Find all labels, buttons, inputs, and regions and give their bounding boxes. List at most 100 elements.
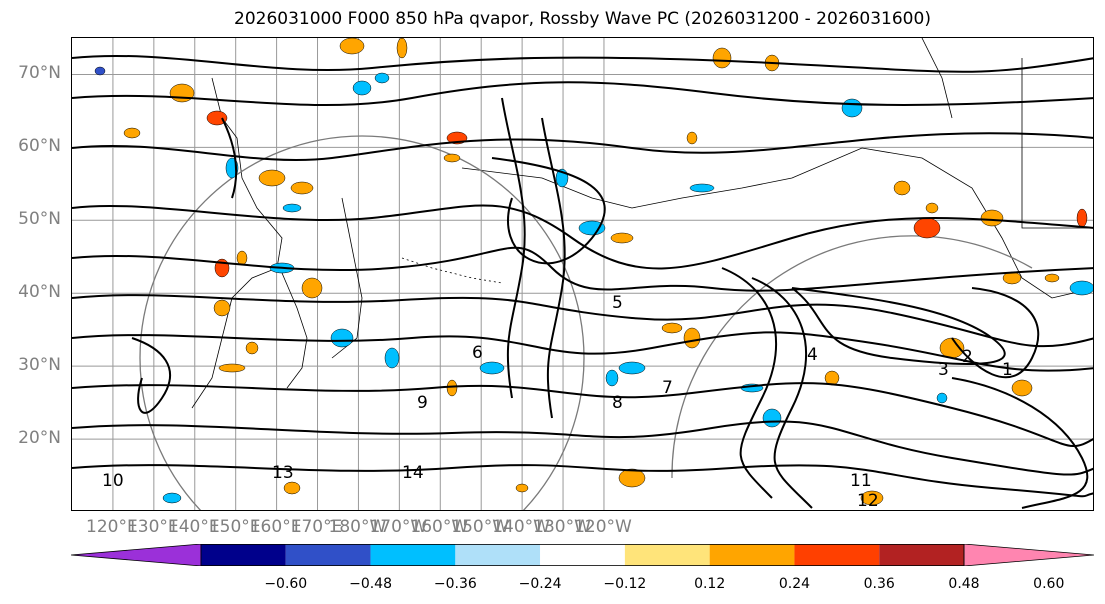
longitude-label: 180°W — [328, 517, 387, 537]
contour-line — [221, 117, 238, 199]
anomaly-patch — [824, 370, 840, 386]
colorbar-segment — [285, 544, 371, 566]
latitude-label: 40°N — [18, 282, 61, 303]
map-panel[interactable]: 1 2 3 4 5 6 7 8 9 10 11 12 13 14 — [71, 37, 1094, 511]
contour-line — [951, 287, 1040, 379]
anomaly-patch — [330, 328, 354, 348]
contour-line — [72, 81, 1093, 107]
colorbar-segment — [624, 544, 710, 566]
anomaly-patch — [1069, 280, 1093, 296]
anomaly-patch — [290, 181, 314, 195]
contour-label: 1 — [1002, 360, 1013, 380]
anomaly-patch — [169, 83, 195, 103]
contour-label: 5 — [612, 293, 623, 313]
longitude-label: 130°W — [533, 517, 591, 537]
colorbar-tick-label: −0.60 — [264, 576, 308, 592]
anomaly-patch — [352, 80, 372, 96]
anomaly-patch — [213, 299, 231, 317]
anomaly-patch — [301, 277, 323, 299]
anomaly-patch — [446, 379, 458, 397]
contour-line — [72, 420, 1093, 476]
anomaly-patch — [245, 341, 259, 355]
anomaly-patch — [123, 127, 141, 139]
anomaly-patch — [282, 203, 302, 213]
contour-label: 14 — [402, 463, 424, 483]
colorbar-segment — [370, 544, 456, 566]
anomaly-patch — [980, 209, 1004, 227]
contour-label: 13 — [272, 463, 294, 483]
longitude-label: 120°W — [574, 517, 632, 537]
colorbar-tick-label: −0.36 — [433, 576, 477, 592]
contour-line — [951, 377, 1089, 509]
anomaly-patch — [605, 369, 619, 387]
longitude-label: 170°E — [290, 517, 343, 537]
anomaly-patch — [515, 483, 529, 493]
colorbar-tick-label: 0.24 — [778, 576, 811, 592]
latitude-label: 60°N — [18, 136, 61, 157]
anomaly-patch — [443, 153, 461, 163]
anomaly-patch — [610, 232, 634, 244]
range-circles — [139, 135, 1033, 510]
longitude-label: 120°E — [86, 517, 138, 537]
latitude-label: 20°N — [18, 428, 61, 449]
longitude-label: 170°W — [369, 517, 428, 537]
anomaly-patch — [762, 408, 782, 428]
anomaly-patch — [913, 217, 941, 239]
anomaly-patch — [578, 220, 606, 236]
colorbar-segment — [709, 544, 795, 566]
longitude-label: 140°W — [492, 517, 550, 537]
anomaly-patch — [936, 392, 948, 404]
contour-line — [491, 157, 606, 265]
anomaly-patch — [162, 492, 182, 504]
anomaly-patch — [218, 363, 246, 373]
contour-line — [72, 204, 1093, 270]
contour-line — [72, 294, 1093, 348]
anomaly-patch — [339, 38, 365, 55]
qvapor-shading — [94, 38, 1093, 506]
contour-label: 4 — [807, 345, 818, 365]
contour-label: 10 — [102, 471, 124, 491]
contour-line — [541, 117, 566, 419]
colorbar-segment — [455, 544, 541, 566]
anomaly-patch — [206, 110, 228, 126]
colorbar-tick-label: 0.60 — [1033, 576, 1065, 592]
contour-label: 7 — [662, 378, 673, 398]
anomaly-patch — [712, 47, 732, 69]
anomaly-patch — [1011, 379, 1033, 397]
contour-label: 11 — [850, 471, 872, 491]
colorbar-tick-label: 0.48 — [948, 576, 980, 592]
map-title: 2026031000 F000 850 hPa qvapor, Rossby W… — [234, 9, 931, 29]
contour-label: 8 — [612, 393, 623, 413]
anomaly-patch — [618, 468, 646, 488]
anomaly-patch — [479, 361, 505, 375]
colorbar-tick-label: −0.24 — [518, 576, 562, 592]
colorbar-tick-label: −0.12 — [603, 576, 647, 592]
contour-label: 3 — [938, 360, 949, 380]
anomaly-patch — [1044, 273, 1060, 283]
contour-line — [751, 277, 813, 509]
anomaly-patch — [689, 183, 715, 193]
colorbar-tick-label: −0.48 — [349, 576, 392, 592]
anomaly-patch — [860, 490, 884, 506]
colorbar-extend-high — [963, 544, 1094, 566]
longitude-label: 150°W — [451, 517, 510, 537]
anomaly-patch — [1076, 208, 1088, 228]
colorbar-tick-label: 0.12 — [694, 576, 726, 592]
latitude-label: 70°N — [18, 63, 61, 84]
longitude-label: 130°E — [126, 517, 179, 537]
contour-line — [72, 331, 1093, 372]
contour-line — [72, 246, 1093, 292]
contour-label: 6 — [472, 343, 483, 363]
contour-line — [791, 287, 1006, 365]
rossby-pc-contours — [72, 54, 1093, 509]
longitude-label: 160°E — [249, 517, 302, 537]
colorbar-segment — [794, 544, 880, 566]
anomaly-patch — [258, 169, 286, 187]
colorbar-segment — [879, 544, 964, 566]
contour-line — [501, 97, 526, 399]
contour-label: 2 — [962, 347, 973, 367]
contour-line — [72, 382, 1093, 448]
anomaly-patch — [374, 72, 390, 84]
anomaly-patch — [661, 322, 683, 334]
